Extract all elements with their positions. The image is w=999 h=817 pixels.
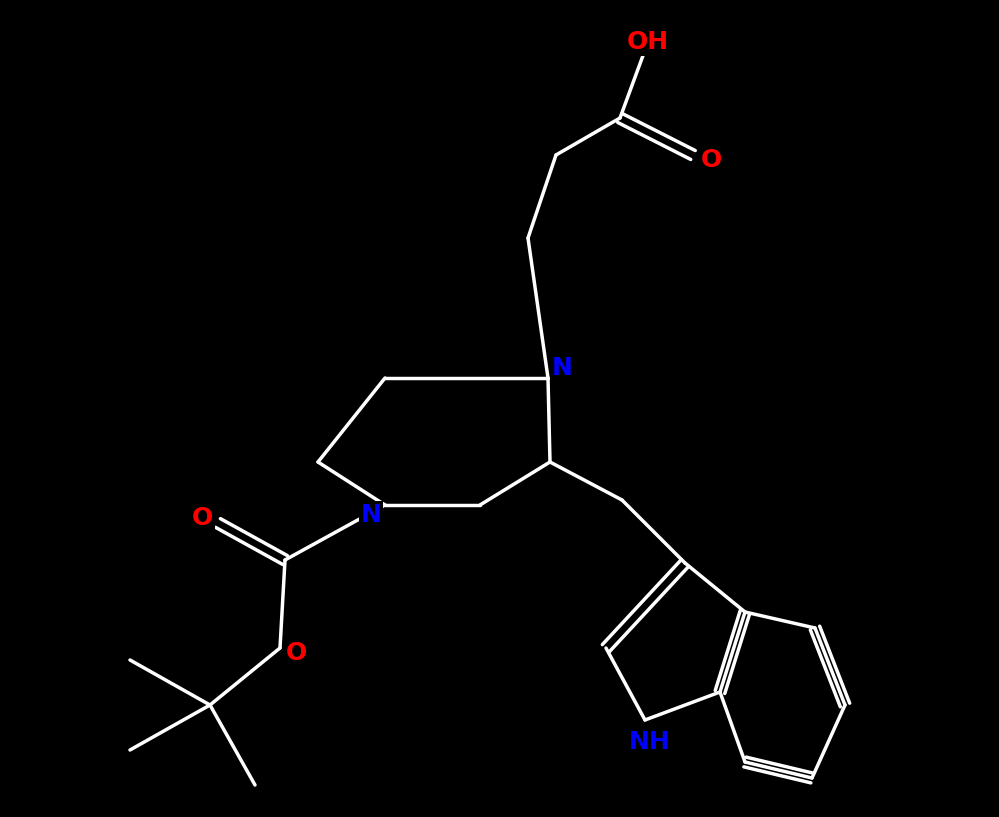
Text: N: N: [361, 503, 382, 527]
Text: NH: NH: [629, 730, 671, 754]
Text: N: N: [551, 356, 572, 380]
Text: O: O: [700, 148, 721, 172]
Text: OH: OH: [627, 30, 669, 54]
Text: O: O: [286, 641, 307, 665]
Text: O: O: [192, 506, 213, 530]
